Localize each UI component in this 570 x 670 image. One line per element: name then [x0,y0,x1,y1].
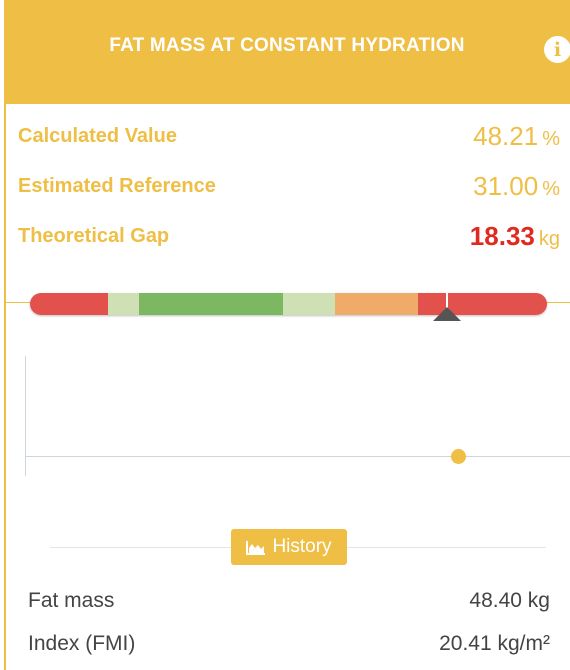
theoretical-gap-row: Theoretical Gap 18.33 kg [18,221,560,251]
area-chart-icon [246,540,266,555]
fmi-label: Index (FMI) [28,632,136,655]
history-button-label: History [272,536,332,557]
gauge-marker-line [446,293,448,313]
theoretical-gap-label: Theoretical Gap [18,225,170,247]
gauge-segment [138,293,284,315]
history-chart-x-axis [25,456,570,457]
gauge-segment [107,293,139,315]
estimated-reference-value: 31.00% [473,171,560,201]
fat-mass-row: Fat mass 48.40 kg [28,589,550,613]
calculated-value-row: Calculated Value 48.21% [18,121,560,151]
theoretical-gap-value: 18.33 kg [469,221,560,251]
range-gauge [30,293,547,315]
history-data-point[interactable] [451,449,466,464]
panel-title: FAT MASS AT CONSTANT HYDRATION [109,35,465,56]
fat-mass-value: 48.40 kg [469,589,550,612]
gauge-pointer-icon [433,307,461,321]
calculated-value: 48.21% [473,121,560,151]
fmi-value: 20.41 kg/m² [439,632,550,655]
gauge-segment [30,293,108,315]
gauge-segment [283,293,336,315]
gauge-segment [335,293,418,315]
history-button[interactable]: History [231,529,347,565]
info-icon[interactable]: i [544,36,570,63]
estimated-reference-label: Estimated Reference [18,175,216,197]
panel-header: FAT MASS AT CONSTANT HYDRATION i [4,0,570,104]
fat-mass-panel [4,0,570,670]
fat-mass-label: Fat mass [28,589,115,612]
calculated-value-label: Calculated Value [18,125,177,147]
fmi-row: Index (FMI) 20.41 kg/m² [28,632,550,656]
estimated-reference-row: Estimated Reference 31.00% [18,171,560,201]
history-chart-y-axis [25,356,26,476]
